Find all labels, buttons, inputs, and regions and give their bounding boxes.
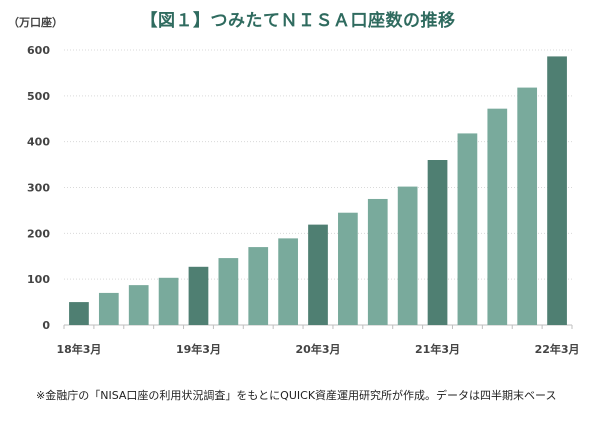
bar-19年3月 xyxy=(188,266,209,325)
bar-18年12月 xyxy=(158,277,179,325)
bar-18年9月 xyxy=(128,285,149,325)
bar-21年12月 xyxy=(517,87,538,325)
x-tick-label-20年3月: 20年3月 xyxy=(296,342,341,356)
y-tick-label-400: 400 xyxy=(27,136,50,149)
chart-title: 【図１】つみたてＮＩＳＡ口座数の推移 xyxy=(140,11,456,31)
bar-19年6月 xyxy=(218,258,239,325)
y-tick-label-500: 500 xyxy=(27,90,50,103)
bar-18年3月 xyxy=(69,302,89,325)
x-tick-label-18年3月: 18年3月 xyxy=(56,342,101,356)
y-unit-label: （万口座） xyxy=(8,16,63,29)
y-tick-label-600: 600 xyxy=(27,44,50,57)
source-note: ※金融庁の「NISA口座の利用状況調査」をもとにQUICK資産運用研究所が作成。… xyxy=(36,389,557,402)
y-tick-label-0: 0 xyxy=(42,319,50,332)
bar-21年9月 xyxy=(487,108,508,326)
bar-20年12月 xyxy=(397,186,418,325)
x-tick-label-21年3月: 21年3月 xyxy=(415,342,460,356)
bar-21年3月 xyxy=(427,160,448,325)
bar-20年9月 xyxy=(367,198,388,325)
bar-18年6月 xyxy=(98,292,119,325)
bar-19年9月 xyxy=(248,247,269,325)
x-tick-label-22年3月: 22年3月 xyxy=(535,342,580,356)
bar-20年6月 xyxy=(338,212,358,325)
y-tick-label-300: 300 xyxy=(27,182,50,195)
bar-22年3月 xyxy=(547,56,567,326)
y-tick-label-200: 200 xyxy=(27,227,50,240)
y-tick-label-100: 100 xyxy=(27,273,50,286)
bar-21年6月 xyxy=(457,133,478,325)
bar-20年3月 xyxy=(308,224,328,325)
bar-19年12月 xyxy=(278,238,298,325)
x-tick-label-19年3月: 19年3月 xyxy=(176,342,221,356)
